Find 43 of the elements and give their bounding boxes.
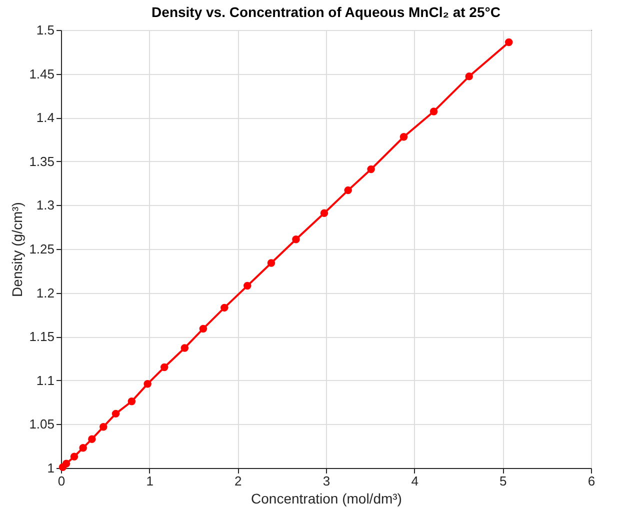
point <box>144 380 152 388</box>
y-tick-label: 1.25 <box>29 242 54 256</box>
point <box>62 460 70 468</box>
point <box>430 108 438 116</box>
point <box>504 38 513 46</box>
point <box>128 398 136 406</box>
y-tick-label: 1.5 <box>36 22 54 38</box>
y-tick-label: 1.3 <box>36 198 54 213</box>
y-tick-label: 1.1 <box>36 372 54 388</box>
y-tick-label: 1 <box>47 460 54 476</box>
point <box>70 452 78 460</box>
point <box>88 435 96 443</box>
point <box>292 236 300 244</box>
point <box>220 304 228 312</box>
x-tick-label: 0 <box>58 474 66 488</box>
point <box>244 282 252 290</box>
x-tick-label: 5 <box>500 474 507 488</box>
y-tick-label: 1.45 <box>29 66 54 82</box>
point <box>320 209 328 217</box>
y-tick-label: 1.05 <box>29 416 54 432</box>
y-tick-label: 1.4 <box>36 110 54 126</box>
y-tick-label: 1.15 <box>29 329 54 344</box>
point <box>180 344 189 352</box>
point <box>79 444 87 452</box>
point <box>367 165 375 174</box>
point <box>400 133 408 141</box>
y-tick-label: 1.2 <box>36 285 54 300</box>
x-tick-label: 1 <box>146 474 154 488</box>
point <box>112 410 120 418</box>
x-tick-label: 3 <box>322 474 330 488</box>
x-tick-label: 4 <box>411 474 418 488</box>
x-tick-label: 6 <box>588 474 596 488</box>
point <box>199 324 208 333</box>
x-axis-title: Concentration (mol/dm³) <box>251 490 402 506</box>
point <box>267 259 276 267</box>
point <box>100 422 108 431</box>
chart-title: Density vs. Concentration of Aqueous MnCl₂ at 25°C <box>152 4 500 20</box>
y-tick-label: 1.35 <box>29 154 54 169</box>
point <box>465 72 473 80</box>
x-tick-label: 2 <box>234 474 242 488</box>
point <box>344 186 352 194</box>
y-axis-title: Density (g/cm³) <box>9 202 26 297</box>
point <box>160 363 168 372</box>
